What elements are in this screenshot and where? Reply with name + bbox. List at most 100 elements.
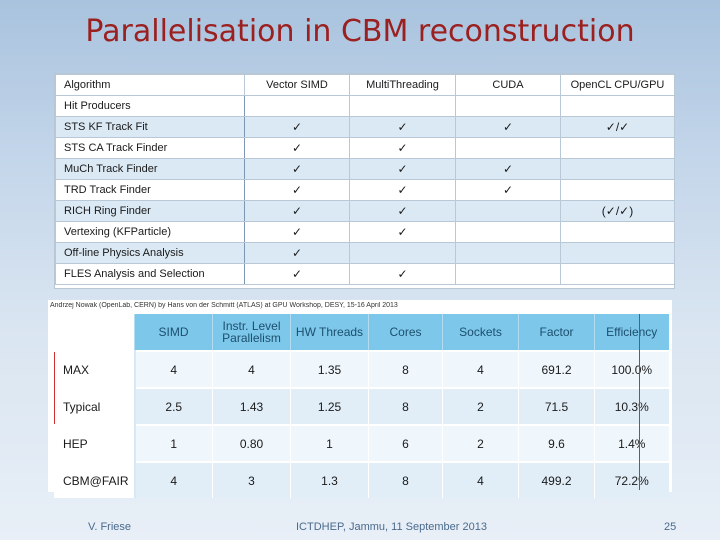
table-cell: 4 (442, 461, 519, 498)
header-cuda: CUDA (455, 74, 561, 96)
algorithm-name: STS CA Track Finder (55, 137, 245, 159)
page-number: 25 (664, 521, 677, 533)
table-row: CBM@FAIR 4 3 1.3 8 4 499.2 72.2% (54, 461, 669, 498)
table-cell: 4 (442, 350, 519, 388)
footer-author: V. Friese (88, 521, 132, 533)
table-cell: 1.25 (290, 387, 369, 425)
vector-simd-mark: ✓ (244, 158, 350, 180)
table-cell: 499.2 (518, 461, 595, 498)
algorithm-name: Off-line Physics Analysis (55, 242, 245, 264)
table-cell: 691.2 (518, 350, 595, 388)
cuda-mark (455, 95, 561, 117)
row-label: MAX (54, 350, 136, 388)
algorithm-name: TRD Track Finder (55, 179, 245, 201)
vector-simd-mark (244, 95, 350, 117)
table-cell: 1.4% (594, 424, 669, 462)
footer-event: ICTDHEP, Jammu, 11 September 2013 (296, 521, 487, 533)
cuda-mark (455, 200, 561, 222)
table-row: TRD Track Finder ✓ ✓ ✓ (55, 179, 675, 201)
algorithm-table-grid: Algorithm Vector SIMD MultiThreading CUD… (55, 74, 675, 285)
row-label: CBM@FAIR (54, 461, 136, 498)
header-efficiency: Efficiency (594, 314, 669, 351)
row-label: Typical (54, 387, 136, 425)
algorithm-name: FLES Analysis and Selection (55, 263, 245, 285)
multithreading-mark: ✓ (349, 137, 456, 159)
table-cell: 3 (212, 461, 291, 498)
multithreading-mark: ✓ (349, 221, 456, 243)
table-cell: 8 (368, 387, 443, 425)
cuda-mark (455, 242, 561, 264)
table-cell: 0.80 (212, 424, 291, 462)
table-cell: 8 (368, 461, 443, 498)
header-algorithm: Algorithm (55, 74, 245, 96)
table-cell: 4 (212, 350, 291, 388)
table-cell: 1.43 (212, 387, 291, 425)
row-label: HEP (54, 424, 136, 462)
header-ilp: Instr. Level Parallelism (212, 314, 291, 351)
vector-simd-mark: ✓ (244, 242, 350, 264)
table-header-row: SIMD Instr. Level Parallelism HW Threads… (54, 314, 669, 351)
table-row: FLES Analysis and Selection ✓ ✓ (55, 263, 675, 285)
opencl-mark (560, 221, 675, 243)
slide-title: Parallelisation in CBM reconstruction (85, 14, 635, 49)
table-cell: 72.2% (594, 461, 669, 498)
algorithm-name: Vertexing (KFParticle) (55, 221, 245, 243)
opencl-mark: ✓/✓ (560, 116, 675, 138)
cuda-mark (455, 263, 561, 285)
algorithm-name: Hit Producers (55, 95, 245, 117)
table-cell: 6 (368, 424, 443, 462)
cuda-mark: ✓ (455, 158, 561, 180)
table-row: Off-line Physics Analysis ✓ (55, 242, 675, 264)
vector-simd-mark: ✓ (244, 116, 350, 138)
opencl-mark (560, 242, 675, 264)
multithreading-mark: ✓ (349, 116, 456, 138)
algorithm-name: RICH Ring Finder (55, 200, 245, 222)
header-multithreading: MultiThreading (349, 74, 456, 96)
table-cell: 1 (290, 424, 369, 462)
table-row: Typical 2.5 1.43 1.25 8 2 71.5 10.3% (54, 387, 669, 425)
vector-simd-mark: ✓ (244, 200, 350, 222)
highlight-line-left (54, 352, 55, 424)
table-cell: 4 (134, 350, 213, 388)
opencl-mark (560, 263, 675, 285)
table-cell: 2 (442, 424, 519, 462)
algorithm-table: Algorithm Vector SIMD MultiThreading CUD… (54, 73, 675, 289)
header-simd: SIMD (134, 314, 213, 351)
header-factor: Factor (518, 314, 595, 351)
multithreading-mark: ✓ (349, 200, 456, 222)
table-cell: 1.3 (290, 461, 369, 498)
table-cell: 2.5 (134, 387, 213, 425)
opencl-mark: (✓/✓) (560, 200, 675, 222)
multithreading-mark: ✓ (349, 179, 456, 201)
table-row: STS CA Track Finder ✓ ✓ (55, 137, 675, 159)
vector-simd-mark: ✓ (244, 263, 350, 285)
table-row: MuCh Track Finder ✓ ✓ ✓ (55, 158, 675, 180)
multithreading-mark: ✓ (349, 263, 456, 285)
header-cores: Cores (368, 314, 443, 351)
header-opencl: OpenCL CPU/GPU (560, 74, 675, 96)
table-cell: 10.3% (594, 387, 669, 425)
header-vector-simd: Vector SIMD (244, 74, 350, 96)
algorithm-name: STS KF Track Fit (55, 116, 245, 138)
header-sockets: Sockets (442, 314, 519, 351)
table-cell: 2 (442, 387, 519, 425)
multithreading-mark (349, 95, 456, 117)
highlight-line-right (639, 314, 640, 490)
table-cell: 1 (134, 424, 213, 462)
algorithm-name: MuCh Track Finder (55, 158, 245, 180)
header-blank (54, 314, 135, 351)
opencl-mark (560, 137, 675, 159)
efficiency-table-grid: SIMD Instr. Level Parallelism HW Threads… (54, 314, 669, 498)
opencl-mark (560, 179, 675, 201)
efficiency-table: Andrzej Nowak (OpenLab, CERN) by Hans vo… (48, 300, 672, 498)
table-row: RICH Ring Finder ✓ ✓ (✓/✓) (55, 200, 675, 222)
table-cell: 71.5 (518, 387, 595, 425)
table-row: HEP 1 0.80 1 6 2 9.6 1.4% (54, 424, 669, 462)
table-cell: 4 (134, 461, 213, 498)
multithreading-mark: ✓ (349, 158, 456, 180)
cuda-mark (455, 221, 561, 243)
opencl-mark (560, 95, 675, 117)
vector-simd-mark: ✓ (244, 137, 350, 159)
table-row: MAX 4 4 1.35 8 4 691.2 100.0% (54, 350, 669, 388)
table-cell: 100.0% (594, 350, 669, 388)
